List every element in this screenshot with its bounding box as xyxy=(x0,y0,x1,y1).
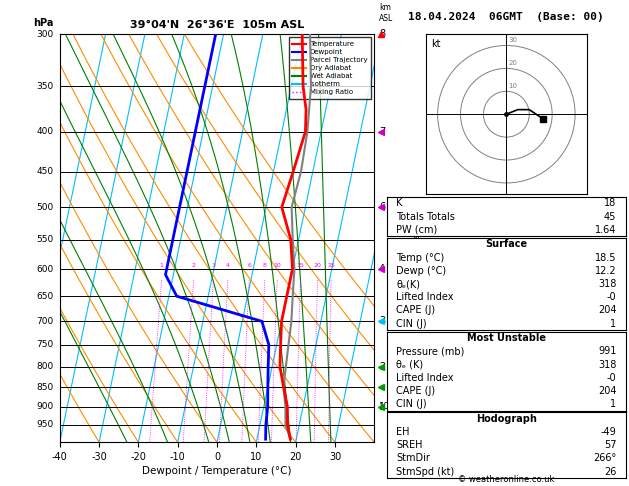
Text: 1: 1 xyxy=(379,401,385,412)
Text: © weatheronline.co.uk: © weatheronline.co.uk xyxy=(458,474,555,484)
Legend: Temperature, Dewpoint, Parcel Trajectory, Dry Adiabat, Wet Adiabat, Isotherm, Mi: Temperature, Dewpoint, Parcel Trajectory… xyxy=(289,37,370,99)
Text: 300: 300 xyxy=(36,30,54,38)
Text: 750: 750 xyxy=(36,340,54,349)
Text: 8: 8 xyxy=(263,263,267,268)
Text: θₑ (K): θₑ (K) xyxy=(396,360,423,370)
Text: 318: 318 xyxy=(598,279,616,289)
Text: PW (cm): PW (cm) xyxy=(396,225,438,235)
Text: Pressure (mb): Pressure (mb) xyxy=(396,347,465,356)
Text: -0: -0 xyxy=(606,292,616,302)
Title: 39°04'N  26°36'E  105m ASL: 39°04'N 26°36'E 105m ASL xyxy=(130,20,304,31)
Text: 950: 950 xyxy=(36,420,54,429)
Text: 10: 10 xyxy=(273,263,281,268)
Text: 7: 7 xyxy=(379,126,385,137)
Text: EH: EH xyxy=(396,427,410,437)
Text: km
ASL: km ASL xyxy=(379,3,393,22)
X-axis label: Dewpoint / Temperature (°C): Dewpoint / Temperature (°C) xyxy=(142,466,292,476)
Text: 600: 600 xyxy=(36,264,54,274)
Text: 204: 204 xyxy=(598,305,616,315)
Text: 266°: 266° xyxy=(593,453,616,464)
Text: LCL: LCL xyxy=(379,402,392,411)
Text: 6: 6 xyxy=(379,202,385,212)
Text: Totals Totals: Totals Totals xyxy=(396,211,455,222)
Text: -0: -0 xyxy=(606,373,616,383)
Text: 2: 2 xyxy=(379,362,385,372)
Text: 20: 20 xyxy=(509,60,518,66)
Text: CAPE (J): CAPE (J) xyxy=(396,386,435,396)
Text: CIN (J): CIN (J) xyxy=(396,319,427,329)
Text: 25: 25 xyxy=(327,263,335,268)
Text: 204: 204 xyxy=(598,386,616,396)
Text: 900: 900 xyxy=(36,402,54,411)
Text: 1.64: 1.64 xyxy=(595,225,616,235)
Text: 350: 350 xyxy=(36,82,54,91)
Text: K: K xyxy=(396,198,403,208)
Text: 1: 1 xyxy=(160,263,164,268)
Text: Lifted Index: Lifted Index xyxy=(396,373,454,383)
Text: 20: 20 xyxy=(314,263,321,268)
Text: Surface: Surface xyxy=(486,240,527,249)
Text: Most Unstable: Most Unstable xyxy=(467,333,546,343)
Text: 1: 1 xyxy=(610,399,616,409)
Text: Dewp (°C): Dewp (°C) xyxy=(396,266,447,276)
Text: 8: 8 xyxy=(379,29,385,39)
Text: Hodograph: Hodograph xyxy=(476,414,537,424)
Text: 3: 3 xyxy=(211,263,215,268)
Text: 12.2: 12.2 xyxy=(594,266,616,276)
Text: 550: 550 xyxy=(36,235,54,244)
Text: SREH: SREH xyxy=(396,440,423,450)
Text: 15: 15 xyxy=(297,263,304,268)
Text: 30: 30 xyxy=(509,37,518,43)
Text: 4: 4 xyxy=(379,264,385,274)
Text: 57: 57 xyxy=(604,440,616,450)
Text: StmSpd (kt): StmSpd (kt) xyxy=(396,467,455,477)
Text: θₑ(K): θₑ(K) xyxy=(396,279,420,289)
Text: 400: 400 xyxy=(36,127,54,136)
Text: StmDir: StmDir xyxy=(396,453,430,464)
Text: kt: kt xyxy=(431,38,440,49)
Text: 991: 991 xyxy=(598,347,616,356)
Text: CIN (J): CIN (J) xyxy=(396,399,427,409)
Text: 800: 800 xyxy=(36,362,54,371)
Text: -49: -49 xyxy=(601,427,616,437)
Text: Lifted Index: Lifted Index xyxy=(396,292,454,302)
Text: 18.5: 18.5 xyxy=(595,253,616,262)
Text: 700: 700 xyxy=(36,317,54,326)
Text: 850: 850 xyxy=(36,382,54,392)
Text: Temp (°C): Temp (°C) xyxy=(396,253,445,262)
Text: CAPE (J): CAPE (J) xyxy=(396,305,435,315)
Text: 1: 1 xyxy=(610,319,616,329)
Text: 3: 3 xyxy=(379,316,385,326)
Text: 4: 4 xyxy=(226,263,230,268)
Text: 2: 2 xyxy=(192,263,196,268)
Text: 500: 500 xyxy=(36,203,54,212)
Text: 10: 10 xyxy=(509,83,518,89)
Text: 18.04.2024  06GMT  (Base: 00): 18.04.2024 06GMT (Base: 00) xyxy=(408,12,604,22)
Text: 6: 6 xyxy=(247,263,251,268)
Text: 18: 18 xyxy=(604,198,616,208)
Text: 26: 26 xyxy=(604,467,616,477)
Text: Mixing Ratio (g/kg): Mixing Ratio (g/kg) xyxy=(411,202,420,275)
Text: 650: 650 xyxy=(36,292,54,301)
Text: 45: 45 xyxy=(604,211,616,222)
Text: 318: 318 xyxy=(598,360,616,370)
Text: hPa: hPa xyxy=(33,18,54,28)
Text: 450: 450 xyxy=(36,167,54,176)
